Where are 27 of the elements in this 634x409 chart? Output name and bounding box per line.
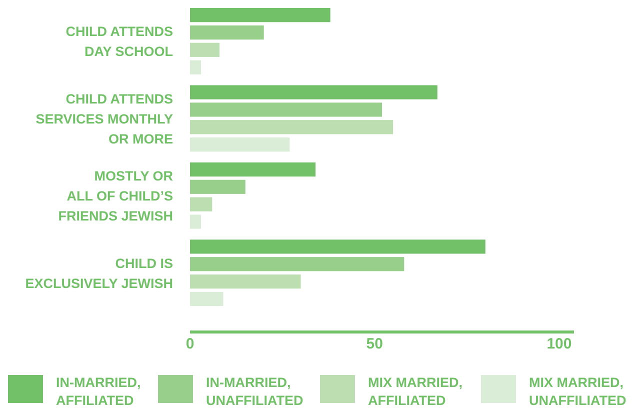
bar (190, 274, 301, 289)
x-tick-label: 100 (546, 336, 572, 353)
legend-label: MIX MARRIED, AFFILIATED (368, 375, 462, 408)
bar (190, 137, 290, 152)
bar (190, 292, 224, 306)
bar (190, 42, 220, 57)
y-tick-label: CHILD ATTENDS DAY SCHOOL (66, 24, 173, 60)
bar (190, 25, 264, 40)
x-tick-label: 0 (186, 336, 194, 353)
bar (190, 60, 202, 74)
bar (190, 180, 246, 194)
bar (190, 102, 382, 117)
y-tick-label: CHILD ATTENDS SERVICES MONTHLY OR MORE (36, 91, 173, 146)
bar (190, 197, 212, 212)
bar (190, 8, 330, 22)
y-tick-label: CHILD IS EXCLUSIVELY JEWISH (25, 256, 173, 291)
legend-label: IN-MARRIED, AFFILIATED (56, 375, 141, 408)
bar (190, 240, 486, 254)
y-tick-label: MOSTLY OR ALL OF CHILD’S FRIENDS JEWISH (58, 168, 174, 224)
x-tick-label: 50 (366, 336, 383, 353)
bar (190, 162, 316, 177)
bar (190, 120, 394, 134)
bar (190, 214, 202, 229)
bar (190, 257, 404, 272)
bar (190, 85, 438, 100)
legend-label: IN-MARRIED, UNAFFILIATED (206, 375, 304, 408)
legend-label: MIX MARRIED, UNAFFILIATED (529, 375, 626, 408)
